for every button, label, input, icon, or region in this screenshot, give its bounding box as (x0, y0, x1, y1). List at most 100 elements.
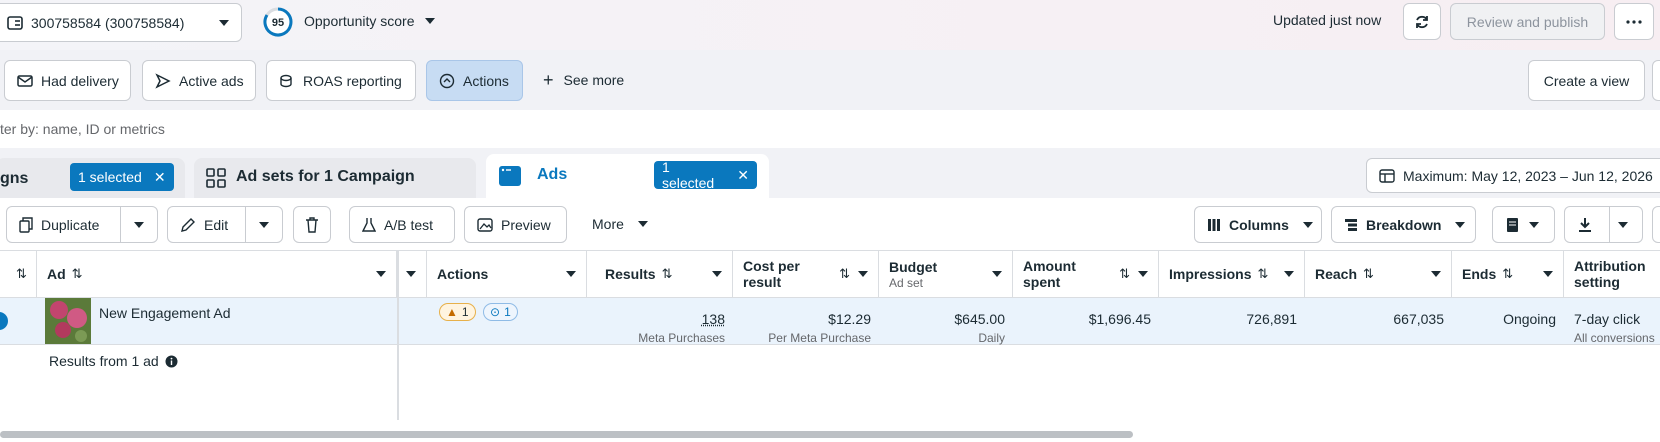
header-label: Budget Ad set (889, 259, 937, 290)
selected-label: 1 selected (78, 169, 142, 185)
ads-selected[interactable]: 1 selected ✕ (654, 159, 757, 191)
header-results[interactable]: Results ⇅ (587, 250, 733, 298)
header-spent[interactable]: Amount spent ⇅ (1013, 250, 1159, 298)
filter-roas[interactable]: ROAS reporting (266, 60, 416, 101)
budget-sub: Daily (978, 331, 1005, 345)
opportunity-score[interactable]: Opportunity score (304, 13, 435, 29)
delete-button[interactable] (293, 206, 331, 243)
filter-had-delivery[interactable]: Had delivery (4, 60, 131, 101)
filter-label: Had delivery (41, 72, 119, 89)
columns-button[interactable]: Columns (1194, 206, 1322, 243)
selected-row[interactable] (0, 298, 1660, 344)
edge-button[interactable] (1652, 60, 1660, 101)
header-actions[interactable]: Actions (427, 250, 587, 298)
sort-icon: ⇅ (71, 266, 83, 281)
duplicate-button[interactable]: Duplicate (6, 206, 121, 243)
score-ring: 95 (263, 7, 293, 37)
header-budget[interactable]: Budget Ad set (879, 250, 1013, 298)
account-icon (7, 15, 23, 30)
tab-label: Ads (537, 166, 568, 183)
more-menu[interactable]: More (592, 216, 648, 232)
icon (155, 72, 171, 89)
header-impressions[interactable]: Impressions ⇅ (1159, 250, 1305, 298)
report-icon (1507, 217, 1518, 232)
button-label: Columns (1229, 216, 1289, 233)
account-label: 300758584 (300758584) (31, 14, 185, 31)
header-hidden[interactable] (399, 250, 427, 298)
see-more[interactable]: + See more (543, 71, 624, 89)
filter-actions[interactable]: Actions (426, 60, 523, 101)
sort-icon: ⇅ (1257, 266, 1269, 281)
score-value: 95 (272, 17, 284, 29)
divider (1609, 206, 1610, 243)
ad-sets-tab[interactable]: Ad sets for 1 Campaign (194, 158, 476, 198)
header-attribution[interactable]: Attribution setting (1564, 250, 1660, 298)
update-status: Updated just now (1273, 12, 1382, 28)
more-options[interactable] (1614, 3, 1654, 40)
ad-name[interactable]: New Engagement Ad (99, 305, 231, 321)
image-icon (477, 217, 493, 232)
footer-label: Results from 1 ad (49, 353, 159, 369)
caret (712, 271, 722, 277)
search-field[interactable]: ter by: name, ID or metrics (0, 110, 1660, 148)
breakdown-button[interactable]: Breakdown (1331, 206, 1476, 243)
attribution-value: 7-day click (1574, 311, 1641, 327)
header-label: Cost per result (743, 258, 800, 290)
icon (439, 73, 455, 88)
header-reach[interactable]: Reach ⇅ (1305, 250, 1452, 298)
refresh-button[interactable] (1403, 3, 1441, 40)
trash-icon (306, 216, 318, 233)
caret (566, 271, 576, 277)
copy-icon (19, 216, 33, 233)
caret (1455, 221, 1466, 228)
edge-button[interactable] (1652, 206, 1660, 243)
pencil-icon (181, 217, 195, 232)
cost-value: $12.29 (828, 311, 871, 327)
review-publish-button[interactable]: Review and publish (1450, 3, 1605, 40)
campaigns-selected[interactable]: 1 selected ✕ (70, 163, 174, 191)
create-view-button[interactable]: Create a view (1528, 60, 1645, 101)
edit-button[interactable]: Edit (167, 206, 246, 243)
cell-results: 138 Meta Purchases (587, 305, 733, 353)
flask-icon (362, 217, 376, 232)
export-button[interactable] (1564, 206, 1643, 243)
filter-active-ads[interactable]: Active ads (142, 60, 256, 101)
header-ad[interactable]: Ad ⇅ (37, 250, 397, 298)
caret (424, 18, 435, 24)
caret (406, 271, 416, 277)
actions-icon: ⊙ (490, 305, 501, 319)
header-label: Amount spent (1023, 258, 1076, 290)
sort-column: ⇅ (0, 250, 37, 298)
caret (1284, 271, 1294, 277)
warning-icon: ▲ (446, 305, 458, 319)
preview-button[interactable]: Preview (464, 206, 567, 243)
account-selector[interactable]: 300758584 (300758584) (0, 3, 242, 42)
dots-icon (1626, 19, 1642, 24)
actions-badge[interactable]: ⊙ 1 (483, 303, 518, 321)
button-label: Duplicate (41, 216, 100, 233)
warning-count: 1 (461, 305, 469, 319)
warning-badge[interactable]: ▲ 1 (439, 303, 476, 321)
reports-button[interactable] (1492, 206, 1555, 243)
edit-dropdown[interactable] (245, 206, 283, 243)
caret (1138, 271, 1148, 277)
date-range[interactable]: Maximum: May 12, 2023 – Jun 12, 2026 (1366, 158, 1660, 193)
duplicate-dropdown[interactable] (120, 206, 158, 243)
clear-icon: ✕ (737, 166, 749, 183)
filter-label: Actions (463, 72, 509, 89)
selected-label: 1 selected (662, 159, 715, 191)
tab-label: Ad sets for 1 Campaign (236, 168, 415, 185)
frozen-divider (397, 250, 399, 420)
caret (134, 221, 144, 228)
header-ends[interactable]: Ends ⇅ (1452, 250, 1564, 298)
header-cost[interactable]: Cost per result ⇅ (733, 250, 879, 298)
sort-icon: ⇅ (16, 266, 27, 281)
row-toggle[interactable] (0, 312, 8, 330)
info-icon (165, 355, 178, 367)
caret (1543, 271, 1553, 277)
caret (858, 271, 868, 277)
ab-test-button[interactable]: A/B test (349, 206, 455, 243)
horizontal-scrollbar[interactable] (0, 431, 1133, 438)
attribution-sub: All conversions (1574, 331, 1655, 345)
